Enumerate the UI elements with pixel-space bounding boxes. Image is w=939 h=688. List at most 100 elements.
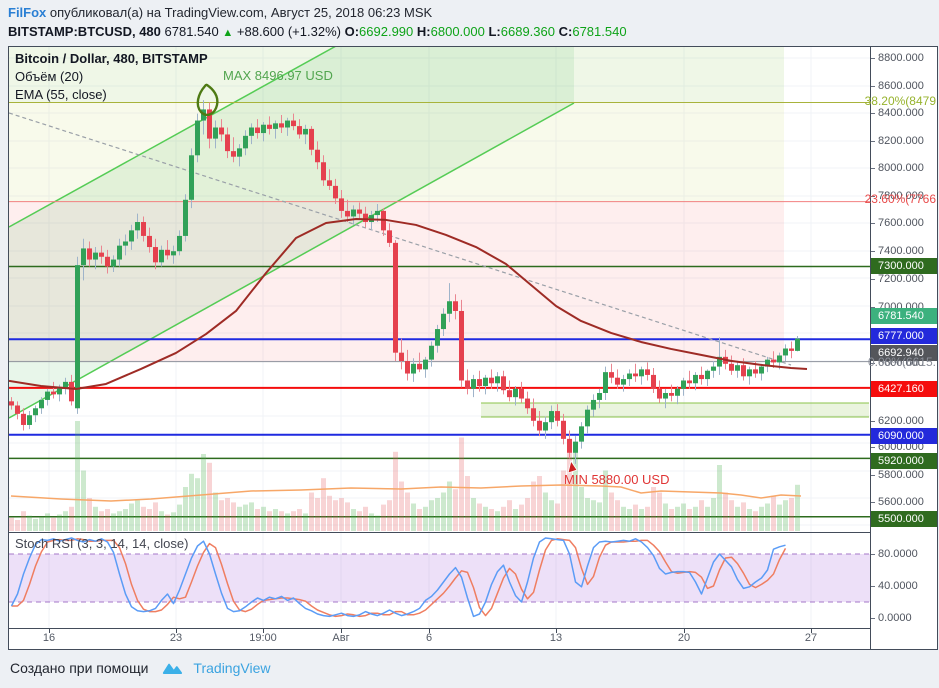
stoch-rsi-legend[interactable]: Stoch RSI (3, 3, 14, 14, close) — [15, 536, 189, 551]
axis-tick-mark — [871, 307, 875, 308]
volume-bar — [627, 509, 632, 531]
volume-bar — [675, 506, 680, 531]
min-price-annotation: MIN 5880.00 USD — [564, 472, 670, 487]
candle-body — [27, 415, 32, 425]
low-value: 6689.360 — [500, 24, 555, 39]
volume-bar — [417, 509, 422, 531]
candle-body — [75, 265, 80, 409]
volume-bar — [411, 503, 416, 531]
time-tick-mark — [556, 629, 557, 633]
volume-bar — [297, 509, 302, 531]
volume-bar — [591, 500, 596, 531]
price-tick-label: 8800.000 — [878, 52, 924, 64]
candle-body — [483, 377, 488, 387]
candle-body — [729, 363, 734, 371]
dashed-trendline — [9, 112, 792, 366]
candle-body — [549, 411, 554, 423]
volume-bar — [723, 492, 728, 531]
price-tick-label: 5600.000 — [878, 496, 924, 508]
candle-body — [93, 252, 98, 260]
candle-body — [429, 345, 434, 360]
volume-bar — [321, 478, 326, 531]
volume-bar — [783, 500, 788, 531]
candle-body — [159, 249, 164, 263]
candle-body — [261, 124, 266, 134]
candle-body — [147, 235, 152, 248]
candle-body — [627, 373, 632, 380]
candle-body — [513, 388, 518, 398]
volume-bar — [657, 492, 662, 531]
price-axis[interactable]: 8800.000 8600.000 8400.000 8200.000 8000.000… — [871, 47, 937, 649]
candle-body — [33, 408, 38, 416]
volume-bar — [609, 492, 614, 531]
price-label-chip: 6427.160 — [871, 381, 937, 397]
volume-bar — [147, 509, 152, 531]
attribution-line: FilFox опубликовал(а) на TradingView.com… — [8, 3, 928, 22]
stoch-band — [9, 554, 870, 602]
candle-body — [117, 245, 122, 260]
volume-bar — [795, 484, 800, 531]
legend-volume[interactable]: Объём (20) — [15, 69, 84, 84]
close-value: 6781.540 — [572, 24, 627, 39]
time-tick-mark — [49, 629, 50, 633]
price-tick-label: 6200.000 — [878, 415, 924, 427]
low-label: L: — [488, 24, 501, 39]
volume-bar — [81, 470, 86, 531]
up-arrow-icon: ▲ — [222, 27, 234, 39]
candle-body — [579, 426, 584, 442]
volume-bar — [141, 506, 146, 531]
green-box — [481, 403, 869, 417]
legend-ema[interactable]: EMA (55, close) — [15, 87, 107, 102]
candle-body — [105, 256, 110, 267]
candle-body — [357, 209, 362, 214]
axis-tick-mark — [871, 168, 875, 169]
volume-bar — [693, 506, 698, 531]
price-tick-label: 7600.000 — [878, 217, 924, 229]
price-label-chip: 6781.540 — [871, 308, 937, 324]
stoch-rsi-chart[interactable] — [9, 533, 870, 628]
footer: Создано при помощи TradingView — [10, 656, 270, 680]
volume-bar — [303, 513, 308, 531]
volume-bar — [45, 513, 50, 531]
candle-body — [597, 392, 602, 400]
tradingview-brand-link[interactable]: TradingView — [193, 660, 271, 676]
candle-body — [543, 422, 548, 431]
axis-tick-mark — [871, 113, 875, 114]
candle-body — [237, 148, 242, 157]
volume-bar — [375, 515, 380, 531]
candle-body — [51, 391, 56, 395]
candle-body — [219, 127, 224, 135]
time-tick-label: 20 — [677, 632, 691, 644]
price-axis-separator — [870, 47, 871, 649]
author-link[interactable]: FilFox — [8, 5, 47, 20]
candle-body — [591, 399, 596, 410]
volume-bar — [567, 443, 572, 531]
candlestick-chart[interactable] — [9, 47, 870, 532]
candle-body — [87, 248, 92, 260]
stoch-rsi-pane[interactable] — [9, 533, 870, 628]
volume-bar — [573, 451, 578, 531]
legend-symbol[interactable]: Bitcoin / Dollar, 480, BITSTAMP — [15, 51, 208, 66]
candle-body — [423, 359, 428, 370]
time-axis[interactable]: 16 23 19:00 Авг 6 13 20 27 — [9, 629, 870, 649]
time-tick-label: 23 — [169, 632, 183, 644]
price-tick-label: 5800.000 — [878, 469, 924, 481]
candle-body — [507, 390, 512, 398]
axis-tick-mark — [871, 363, 875, 364]
candle-body — [9, 401, 14, 406]
tradingview-logo-icon[interactable] — [162, 661, 186, 676]
volume-bar — [267, 511, 272, 531]
candle-body — [477, 379, 482, 387]
candle-body — [435, 329, 440, 346]
candle-body — [279, 123, 284, 128]
pane-separator[interactable] — [9, 532, 870, 533]
symbol-name[interactable]: BITSTAMP:BTCUSD, 480 — [8, 24, 161, 39]
main-price-pane[interactable] — [9, 47, 870, 532]
volume-bar — [231, 502, 236, 531]
candle-body — [363, 213, 368, 223]
candle-body — [525, 398, 530, 409]
channel-lower-line — [9, 102, 575, 419]
channel-fill — [9, 47, 574, 418]
volume-bar — [615, 500, 620, 531]
candle-body — [753, 369, 758, 374]
